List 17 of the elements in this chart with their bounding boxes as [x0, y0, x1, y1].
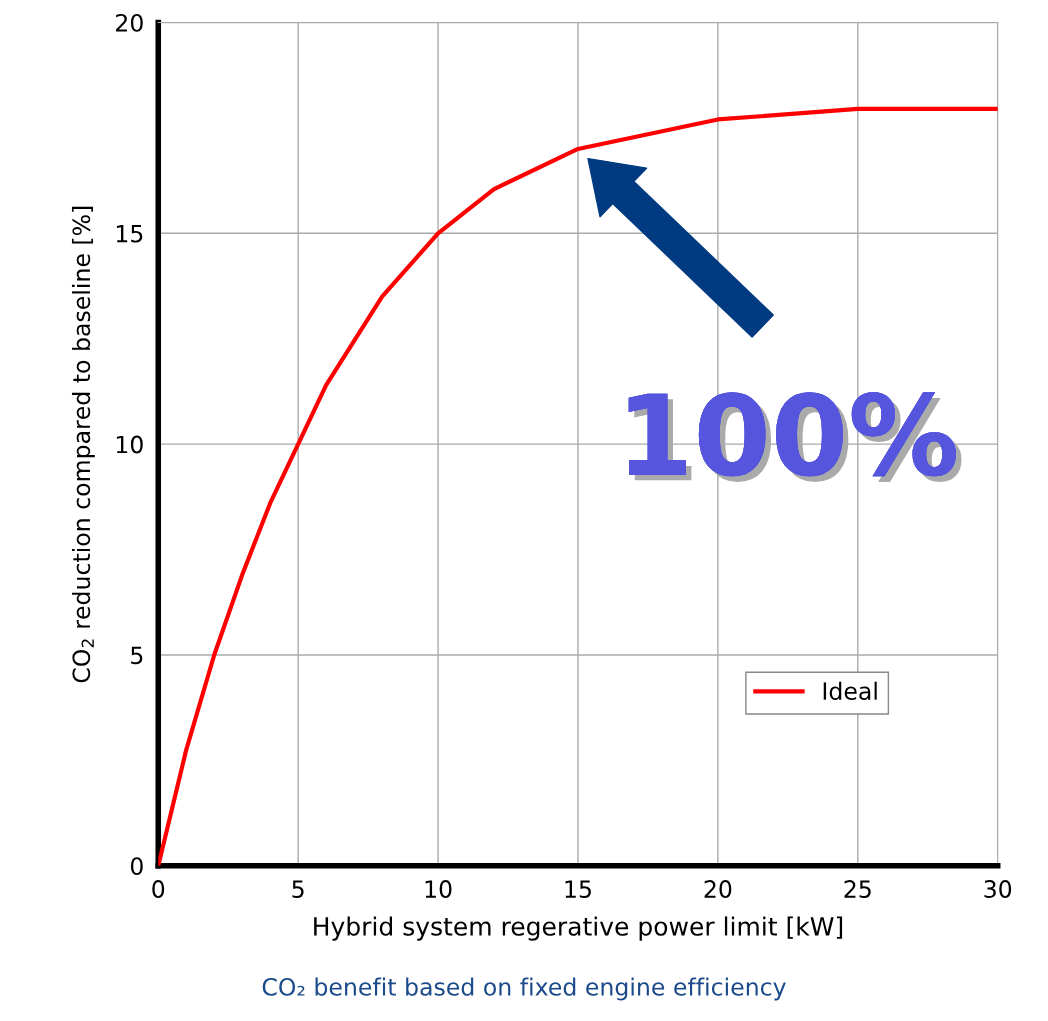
x-tick-label: 20 — [704, 880, 732, 898]
x-tick-label: 30 — [984, 880, 1012, 898]
x-axis-title: Hybrid system regerative power limit [kW] — [314, 916, 843, 941]
text: CO₂ benefit based on fixed engine efficiency — [262, 977, 786, 1001]
x-tick-label: 25 — [844, 880, 871, 898]
y-tick-label: 20 — [116, 13, 143, 32]
y-tick-label: 10 — [116, 435, 143, 454]
y-tick-label: 5 — [131, 646, 143, 665]
annotation: 100% — [628, 392, 962, 482]
y-axis-title: CO$_{2}$ reduction compared to baseline [%] — [71, 206, 95, 683]
x-tick-label: 5 — [292, 880, 304, 898]
x-tick-label: 15 — [565, 880, 591, 898]
y-tick-label: 15 — [116, 225, 143, 243]
x-tick-label: 0 — [152, 880, 165, 898]
legend-label: Ideal — [823, 681, 877, 700]
y-tick-label: 0 — [130, 857, 143, 876]
x-tick-label: 10 — [425, 880, 452, 898]
